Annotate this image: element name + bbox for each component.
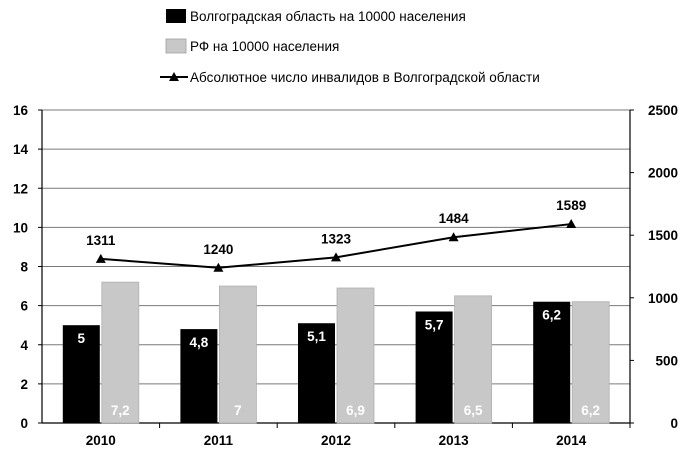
x-axis-tick-label: 2010	[86, 433, 116, 448]
bar-label-rf: 6,5	[464, 403, 483, 418]
line-point-label: 1589	[556, 198, 586, 213]
bar-label-volgograd: 5	[78, 331, 86, 346]
right-axis-tick-label: 500	[655, 353, 678, 368]
left-axis-tick-label: 4	[20, 338, 28, 353]
line-point-marker	[95, 253, 106, 263]
bar-label-volgograd: 5,7	[425, 317, 444, 332]
right-axis-tick-label: 1500	[648, 228, 678, 243]
line-point-marker	[331, 252, 341, 262]
line-series	[95, 219, 577, 272]
right-axis-tick-label: 0	[670, 416, 678, 431]
legend-triangle-marker	[169, 72, 179, 81]
line-point-marker	[213, 262, 224, 272]
grid-lines	[42, 109, 630, 385]
bar-label-volgograd: 4,8	[190, 335, 209, 350]
bar-rf	[101, 281, 140, 424]
bars	[62, 281, 610, 424]
x-axis-tick-label: 2011	[204, 433, 234, 448]
legend: Волгоградская область на 10000 населения…	[160, 9, 540, 85]
line-point-marker	[566, 219, 577, 229]
bar-label-volgograd: 6,2	[542, 308, 561, 323]
line-point-label: 1240	[203, 242, 233, 257]
x-axis-tick-label: 2012	[321, 433, 351, 448]
bar-rf	[454, 295, 493, 424]
line-point-label: 1323	[321, 231, 352, 246]
left-axis-tick-label: 16	[13, 103, 29, 118]
bar-volgograd	[180, 329, 218, 423]
legend-label-1: Волгоградская область на 10000 населения	[190, 9, 466, 24]
line-point-label: 1311	[86, 233, 116, 248]
x-axis-tick-label: 2014	[556, 433, 587, 448]
left-axis-tick-label: 10	[13, 220, 28, 235]
left-axis-tick-label: 6	[20, 299, 28, 314]
bar-volgograd	[415, 311, 453, 423]
bar-rf	[218, 285, 257, 424]
right-axis-tick-label: 1000	[648, 291, 678, 306]
right-axis-tick-label: 2500	[648, 103, 678, 118]
bar-volgograd	[298, 323, 335, 423]
x-axis-tick-label: 2013	[439, 433, 470, 448]
left-axis-tick-label: 12	[13, 181, 28, 196]
bar-rf	[571, 301, 610, 424]
bar-volgograd	[62, 325, 100, 423]
legend-label-2: РФ на 10000 населения	[190, 39, 339, 54]
legend-label-3: Абсолютное число инвалидов в Волгоградск…	[190, 70, 540, 85]
line-point-marker	[448, 232, 459, 242]
left-axis-tick-label: 14	[13, 142, 29, 157]
legend-swatch-2	[165, 38, 187, 54]
line-point-label: 1484	[439, 211, 470, 226]
bar-label-rf: 6,9	[346, 403, 365, 418]
bar-label-rf: 7,2	[111, 403, 130, 418]
bar-volgograd	[533, 301, 571, 423]
axes: 0 2 4 6 8 10 12 14 16 0 500 1000 1500 2000 2500 2010 201…	[13, 103, 678, 448]
bar-label-volgograd: 5,1	[307, 329, 326, 344]
bar-label-rf: 6,2	[581, 403, 600, 418]
right-axis-tick-label: 2000	[648, 166, 678, 181]
left-axis-tick-label: 8	[20, 260, 28, 275]
data-labels: 5 4,8 5,1 5,7 6,2 7,2 7 6,9 6,5 6,2 1311 1240 1323 14…	[78, 198, 601, 418]
bar-label-rf: 7	[234, 403, 242, 418]
bar-rf	[336, 287, 375, 424]
legend-swatch-1	[166, 9, 186, 23]
left-axis-tick-label: 0	[20, 416, 28, 431]
left-axis-tick-label: 2	[20, 377, 28, 392]
